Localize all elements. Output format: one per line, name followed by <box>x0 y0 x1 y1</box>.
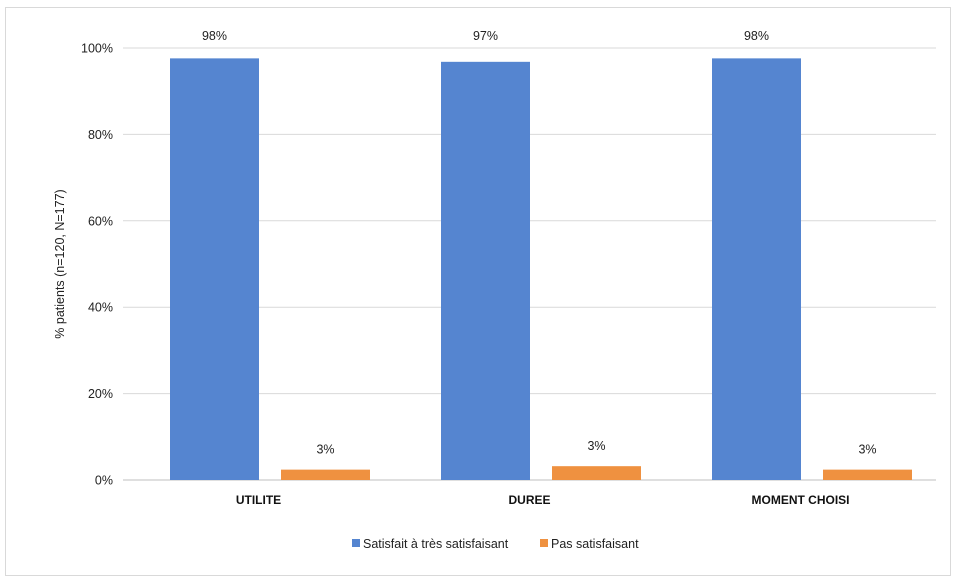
bar-unsatisfied <box>552 466 641 480</box>
bar-satisfied <box>441 61 530 480</box>
data-label: 98% <box>744 29 769 43</box>
data-label: 98% <box>202 29 227 43</box>
bar-unsatisfied <box>823 469 912 480</box>
legend-swatch <box>540 539 548 547</box>
x-category-label: MOMENT CHOISI <box>752 493 850 507</box>
legend-swatch <box>352 539 360 547</box>
y-tick-label: 100% <box>81 42 113 56</box>
legend-label: Satisfait à très satisfaisant <box>363 537 509 551</box>
y-tick-label: 20% <box>88 387 113 401</box>
y-axis-title: % patients (n=120, N=177) <box>53 189 67 338</box>
data-label: 3% <box>858 443 876 457</box>
y-tick-label: 40% <box>88 301 113 315</box>
data-label: 3% <box>316 443 334 457</box>
data-label: 97% <box>473 29 498 43</box>
y-tick-label: 0% <box>95 474 113 488</box>
legend-label: Pas satisfaisant <box>551 537 639 551</box>
y-tick-label: 80% <box>88 128 113 142</box>
x-category-label: DUREE <box>508 493 550 507</box>
bar-satisfied <box>170 58 259 480</box>
bar-unsatisfied <box>281 469 370 480</box>
x-category-label: UTILITE <box>236 493 281 507</box>
data-label: 3% <box>587 439 605 453</box>
bar-satisfied <box>712 58 801 480</box>
y-tick-label: 60% <box>88 214 113 228</box>
